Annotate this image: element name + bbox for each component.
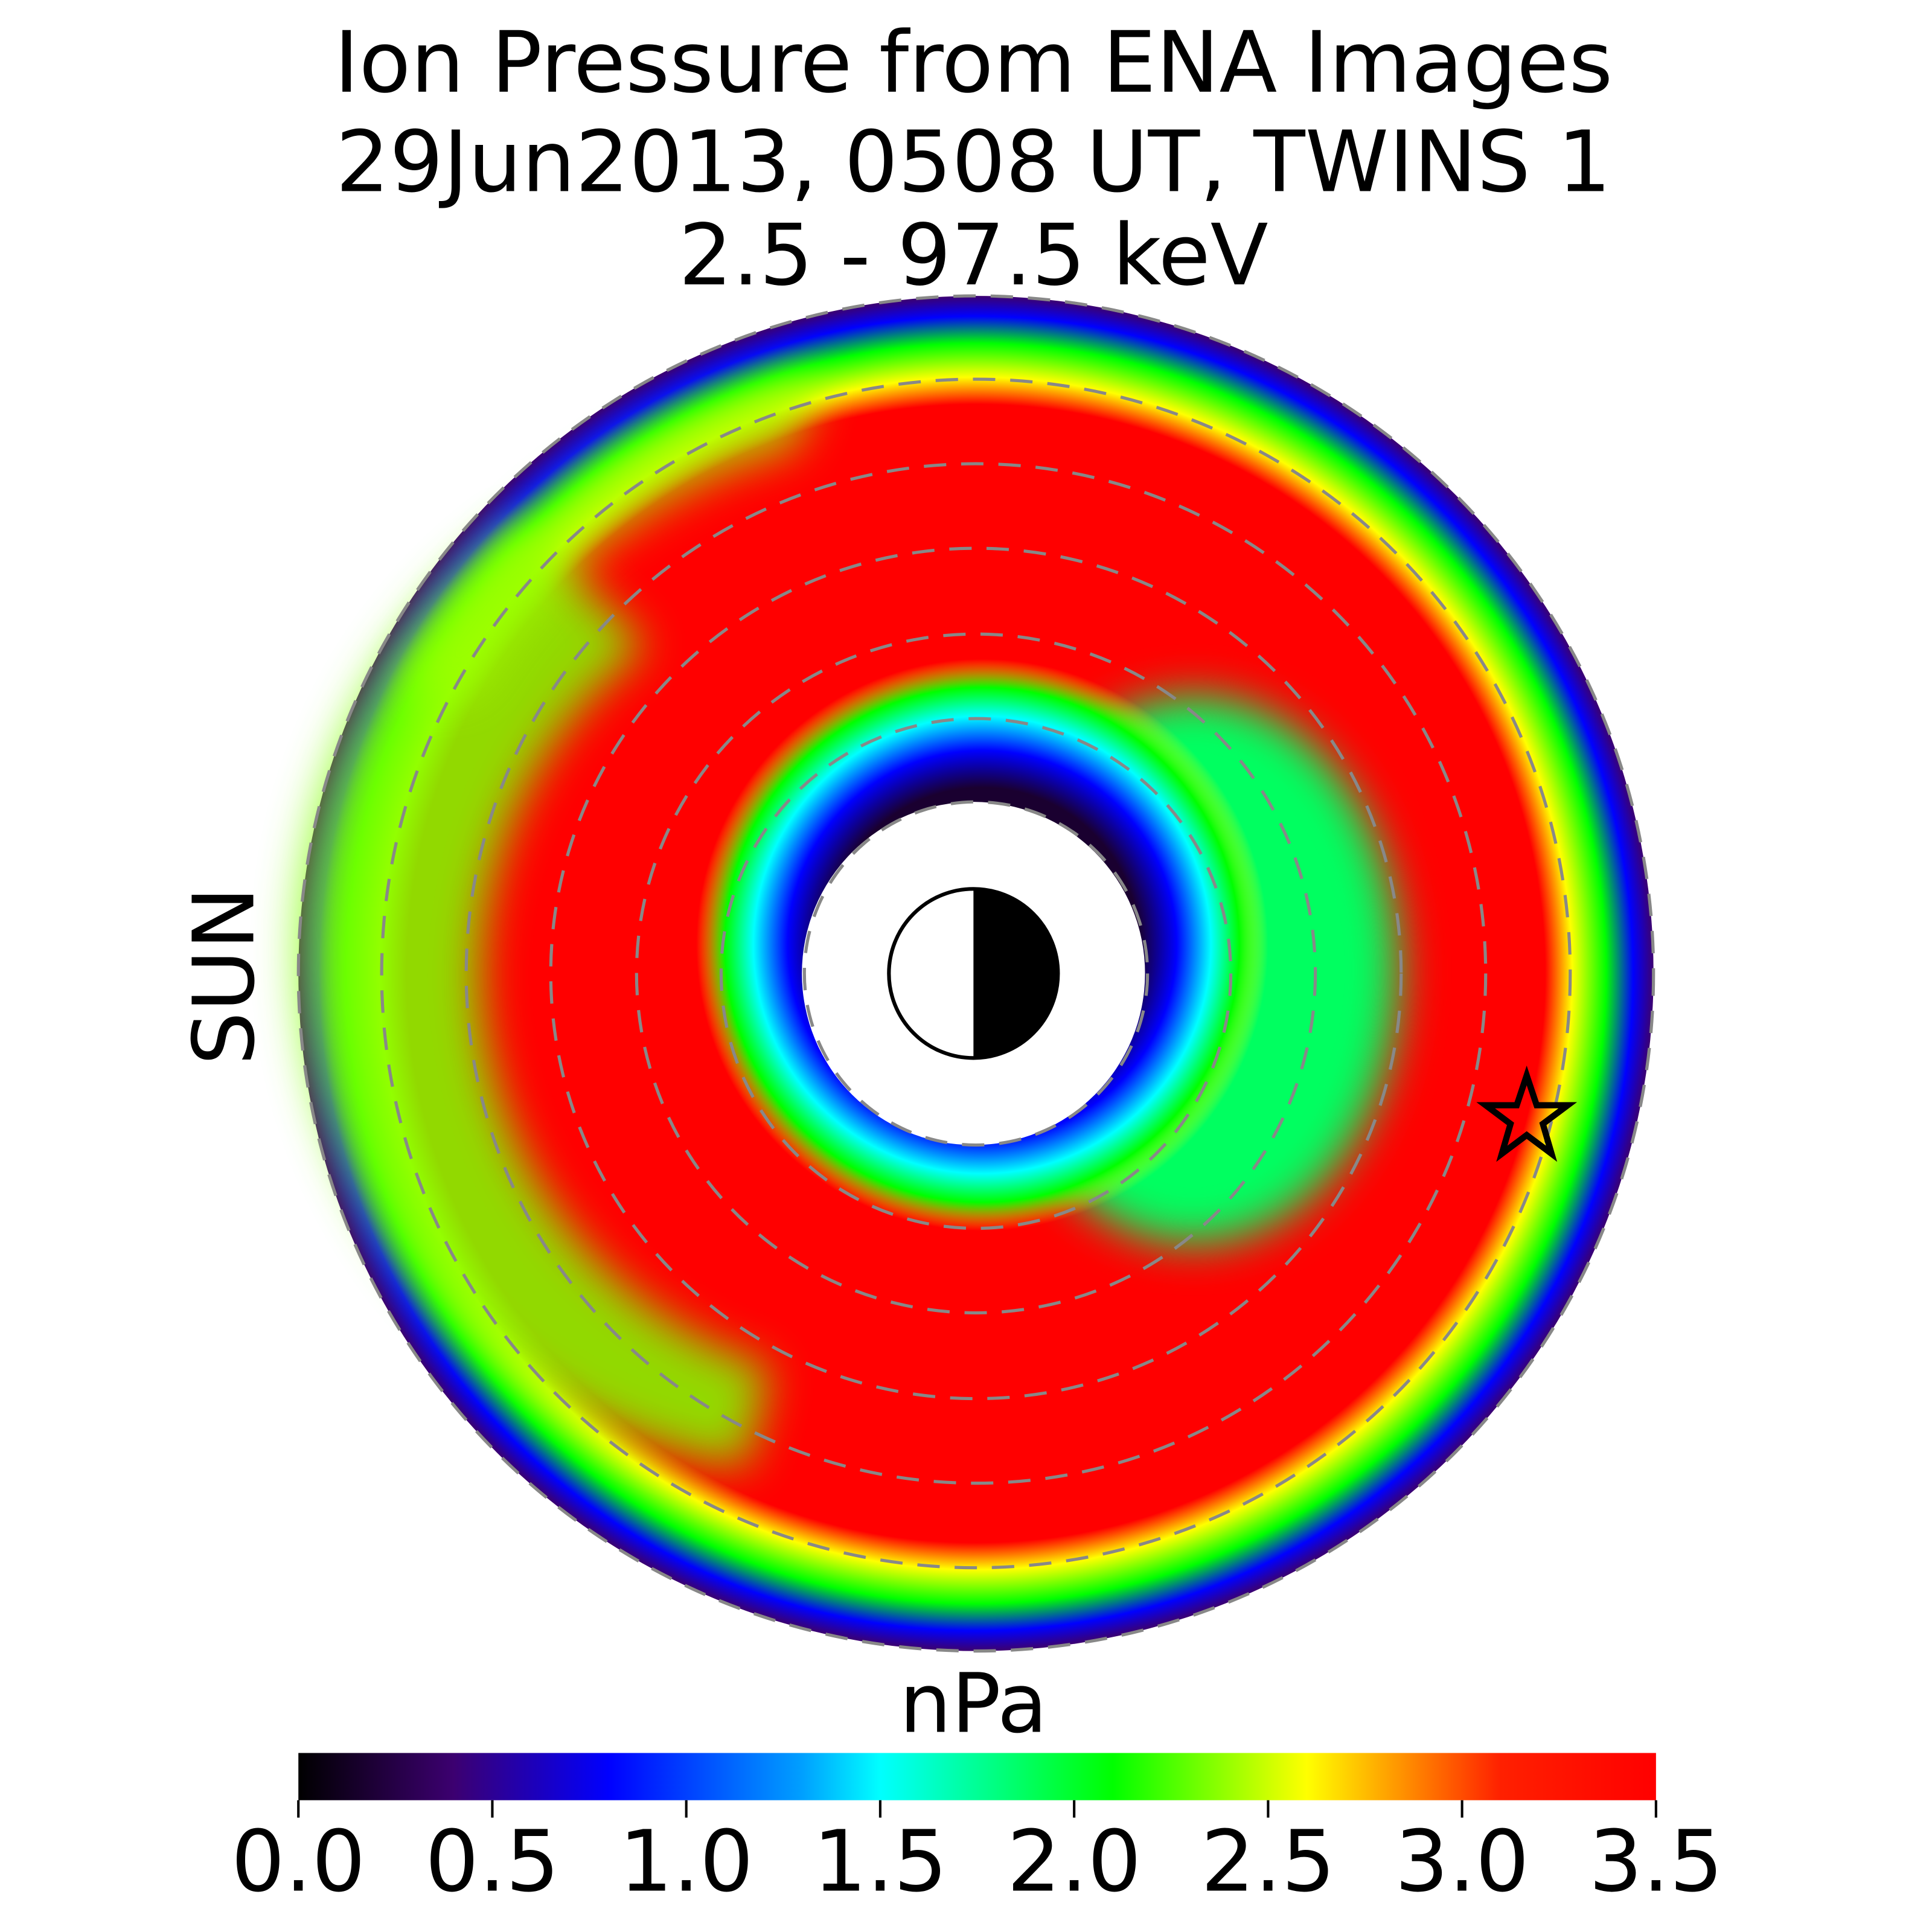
colorbar-tick-label: 1.0 (619, 1812, 753, 1911)
colorbar-tick-label: 3.5 (1589, 1812, 1724, 1911)
direction-label: SUN (176, 886, 274, 1065)
colorbar-tick-label: 3.0 (1395, 1812, 1529, 1911)
pressure-map (296, 294, 1655, 1653)
grid-circles (296, 294, 1655, 1653)
spacecraft-star (1476, 1065, 1578, 1162)
title-line: Ion Pressure from ENA Images (334, 14, 1613, 112)
title: Ion Pressure from ENA Images 29Jun2013, … (334, 14, 1613, 305)
colorbar-tick-label: 2.0 (1007, 1812, 1142, 1911)
colorbar-tick-label: 2.5 (1201, 1812, 1335, 1911)
colorbar-tick-label: 0.0 (231, 1812, 366, 1911)
green-band (299, 522, 771, 1467)
colorbar-label: nPa (900, 1656, 1048, 1751)
colorbar (298, 1753, 1656, 1800)
colorbar-tick-label: 1.5 (813, 1812, 948, 1911)
colorbar-tick-label: 0.5 (425, 1812, 560, 1911)
title-line: 2.5 - 97.5 keV (679, 206, 1268, 305)
title-line: 29Jun2013, 0508 UT, TWINS 1 (336, 114, 1611, 212)
earth-symbol (887, 887, 1060, 1060)
